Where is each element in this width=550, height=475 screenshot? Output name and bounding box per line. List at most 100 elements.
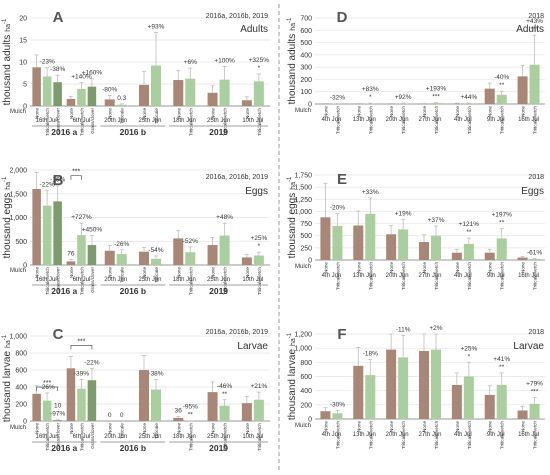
treatment-label: Triticale/vetch [401,106,406,135]
bar-none [207,392,218,421]
bar-mulch [219,405,230,421]
bar-annotation: * [258,65,261,72]
date-label: 16th Jun [36,277,59,283]
bar-annotation: 36 [175,408,183,415]
treatment-label: None [521,106,526,117]
bar-none [353,225,364,260]
treatment-label: None [488,106,493,117]
treatment-label: Triticale/vetch [434,106,439,135]
bar-mulch [53,420,62,421]
bar-group: None Triticale/vetch 36 **-95% 18th Jun [173,404,198,451]
treatment-label: None [176,108,181,119]
y-axis-title-unit: ha [5,24,12,32]
y-tick-label: 500 [15,239,27,246]
bar-annotation: ** [499,82,505,89]
date-label: 4th Jul [454,432,472,438]
treatment-label: Triticale/vetch [467,106,472,135]
panel-title: Larvae [513,341,544,352]
bar-none [451,252,462,260]
bar-group: None Triticale/vetch ***+193% 27th Jun [418,86,446,135]
bar-group: None Triticale/vetch +100% 25th Jun [207,57,235,136]
treatment-label: None [521,421,526,432]
treatment-label: None [35,267,40,278]
date-label: 18th Jun [173,118,196,124]
bar-mulch [398,229,409,260]
chart-panel-f: 0 200 400 600 800 1,000 1,200 thousand larvae ha… [287,325,545,449]
treatment-label: Triticale [154,267,159,283]
date-label: 25th Jun [207,277,230,283]
bar-mulch [87,245,97,265]
bar-none [66,98,76,106]
treatment-label: None [422,106,427,117]
treatment-label: None [142,423,147,434]
treatment-label: None [356,421,361,432]
bar-annotation: ** [499,364,505,371]
y-tick-label: 1,000 [9,334,27,341]
bar-mulch [496,385,507,419]
date-label: 27th Jun [418,117,441,123]
bar-mulch [529,403,540,419]
bar-group: None Triticale/vetch -32% 4th Jun [320,95,345,134]
y-axis-title-exponent: -1 [2,176,8,182]
bar-annotation: +325% [249,57,270,64]
panel-subtitle: 2018 [528,329,544,336]
bar-group: None Triticale/vetch **+121% 4th Jul [451,221,479,290]
treatment-label: None [521,262,526,273]
bar-group: None Triticale -80%0.3 20th Jun [102,86,127,124]
treatment-label: Triticale/vetch [434,262,439,291]
date-label: 20th Jun [104,118,127,124]
date-label: 13th Jun [353,117,376,123]
y-tick-label: 250 [300,245,312,252]
y-tick-label: 0 [23,104,27,111]
y-tick-label: 0 [23,419,27,426]
treatment-label: None [176,267,181,278]
treatment-label: None [488,421,493,432]
bar-mulch [42,400,52,421]
bar-none [173,417,184,421]
bar-none [32,67,41,106]
bar-none [241,257,252,265]
treatment-label: Triticale/vetch [223,108,228,137]
y-axis-title-exponent: -1 [2,334,8,340]
bar-group: None Triticale +93% 25th Jun [138,24,164,124]
treatment-label: Triticale [120,108,125,124]
bar-group: None Triticale/vetch Grass/clover +140%+160… [66,70,103,137]
bar-group: None Triticale/vetch +6% 18th Jun [173,59,197,136]
bar-mulch [253,255,264,265]
significance-label: *** [77,338,85,345]
treatment-label: Triticale/vetch [188,423,193,452]
date-label: 20th Jun [386,117,409,123]
bar-group: None Triticale/vetch +48% 25th Jun [207,214,233,295]
bar-mulch [431,235,441,260]
bar-annotation: ** [188,412,194,419]
bar-annotation: +79% [526,380,543,387]
mulch-label: Mulch [295,423,311,429]
year-label: 2016 a [51,443,77,453]
bar-mulch [53,201,62,265]
bar-none [173,238,184,265]
treatment-label: None [176,423,181,434]
panel-title: Eggs [245,186,268,197]
treatment-label: Triticale/vetch [45,267,50,296]
bar-annotation: -38% [50,66,65,73]
y-tick-label: 5 [23,82,27,89]
bar-annotation: +160% [82,70,103,77]
treatment-label: Triticale/vetch [79,108,84,137]
treatment-label: None [35,423,40,434]
mulch-label: Mulch [295,108,311,114]
bar-group: None Triticale/vetch Grass/clover 76 +727% +4… [66,214,102,295]
treatment-label: None [356,262,361,273]
bar-mulch [77,388,86,421]
treatment-label: Grass/clover [56,108,61,134]
treatment-label: None [389,262,394,273]
bar-annotation: -11% [396,326,411,333]
date-label: 25th Jun [207,434,230,440]
date-label: 10th Jul [242,277,263,283]
treatment-label: None [69,423,74,434]
bar-group: None Triticale/vetch -20% 4th Jun [320,182,345,290]
y-tick-label: 800 [15,351,27,358]
bar-none [451,385,462,419]
date-label: 27th Jun [418,432,441,438]
y-axis-title-exponent: -1 [287,332,293,338]
